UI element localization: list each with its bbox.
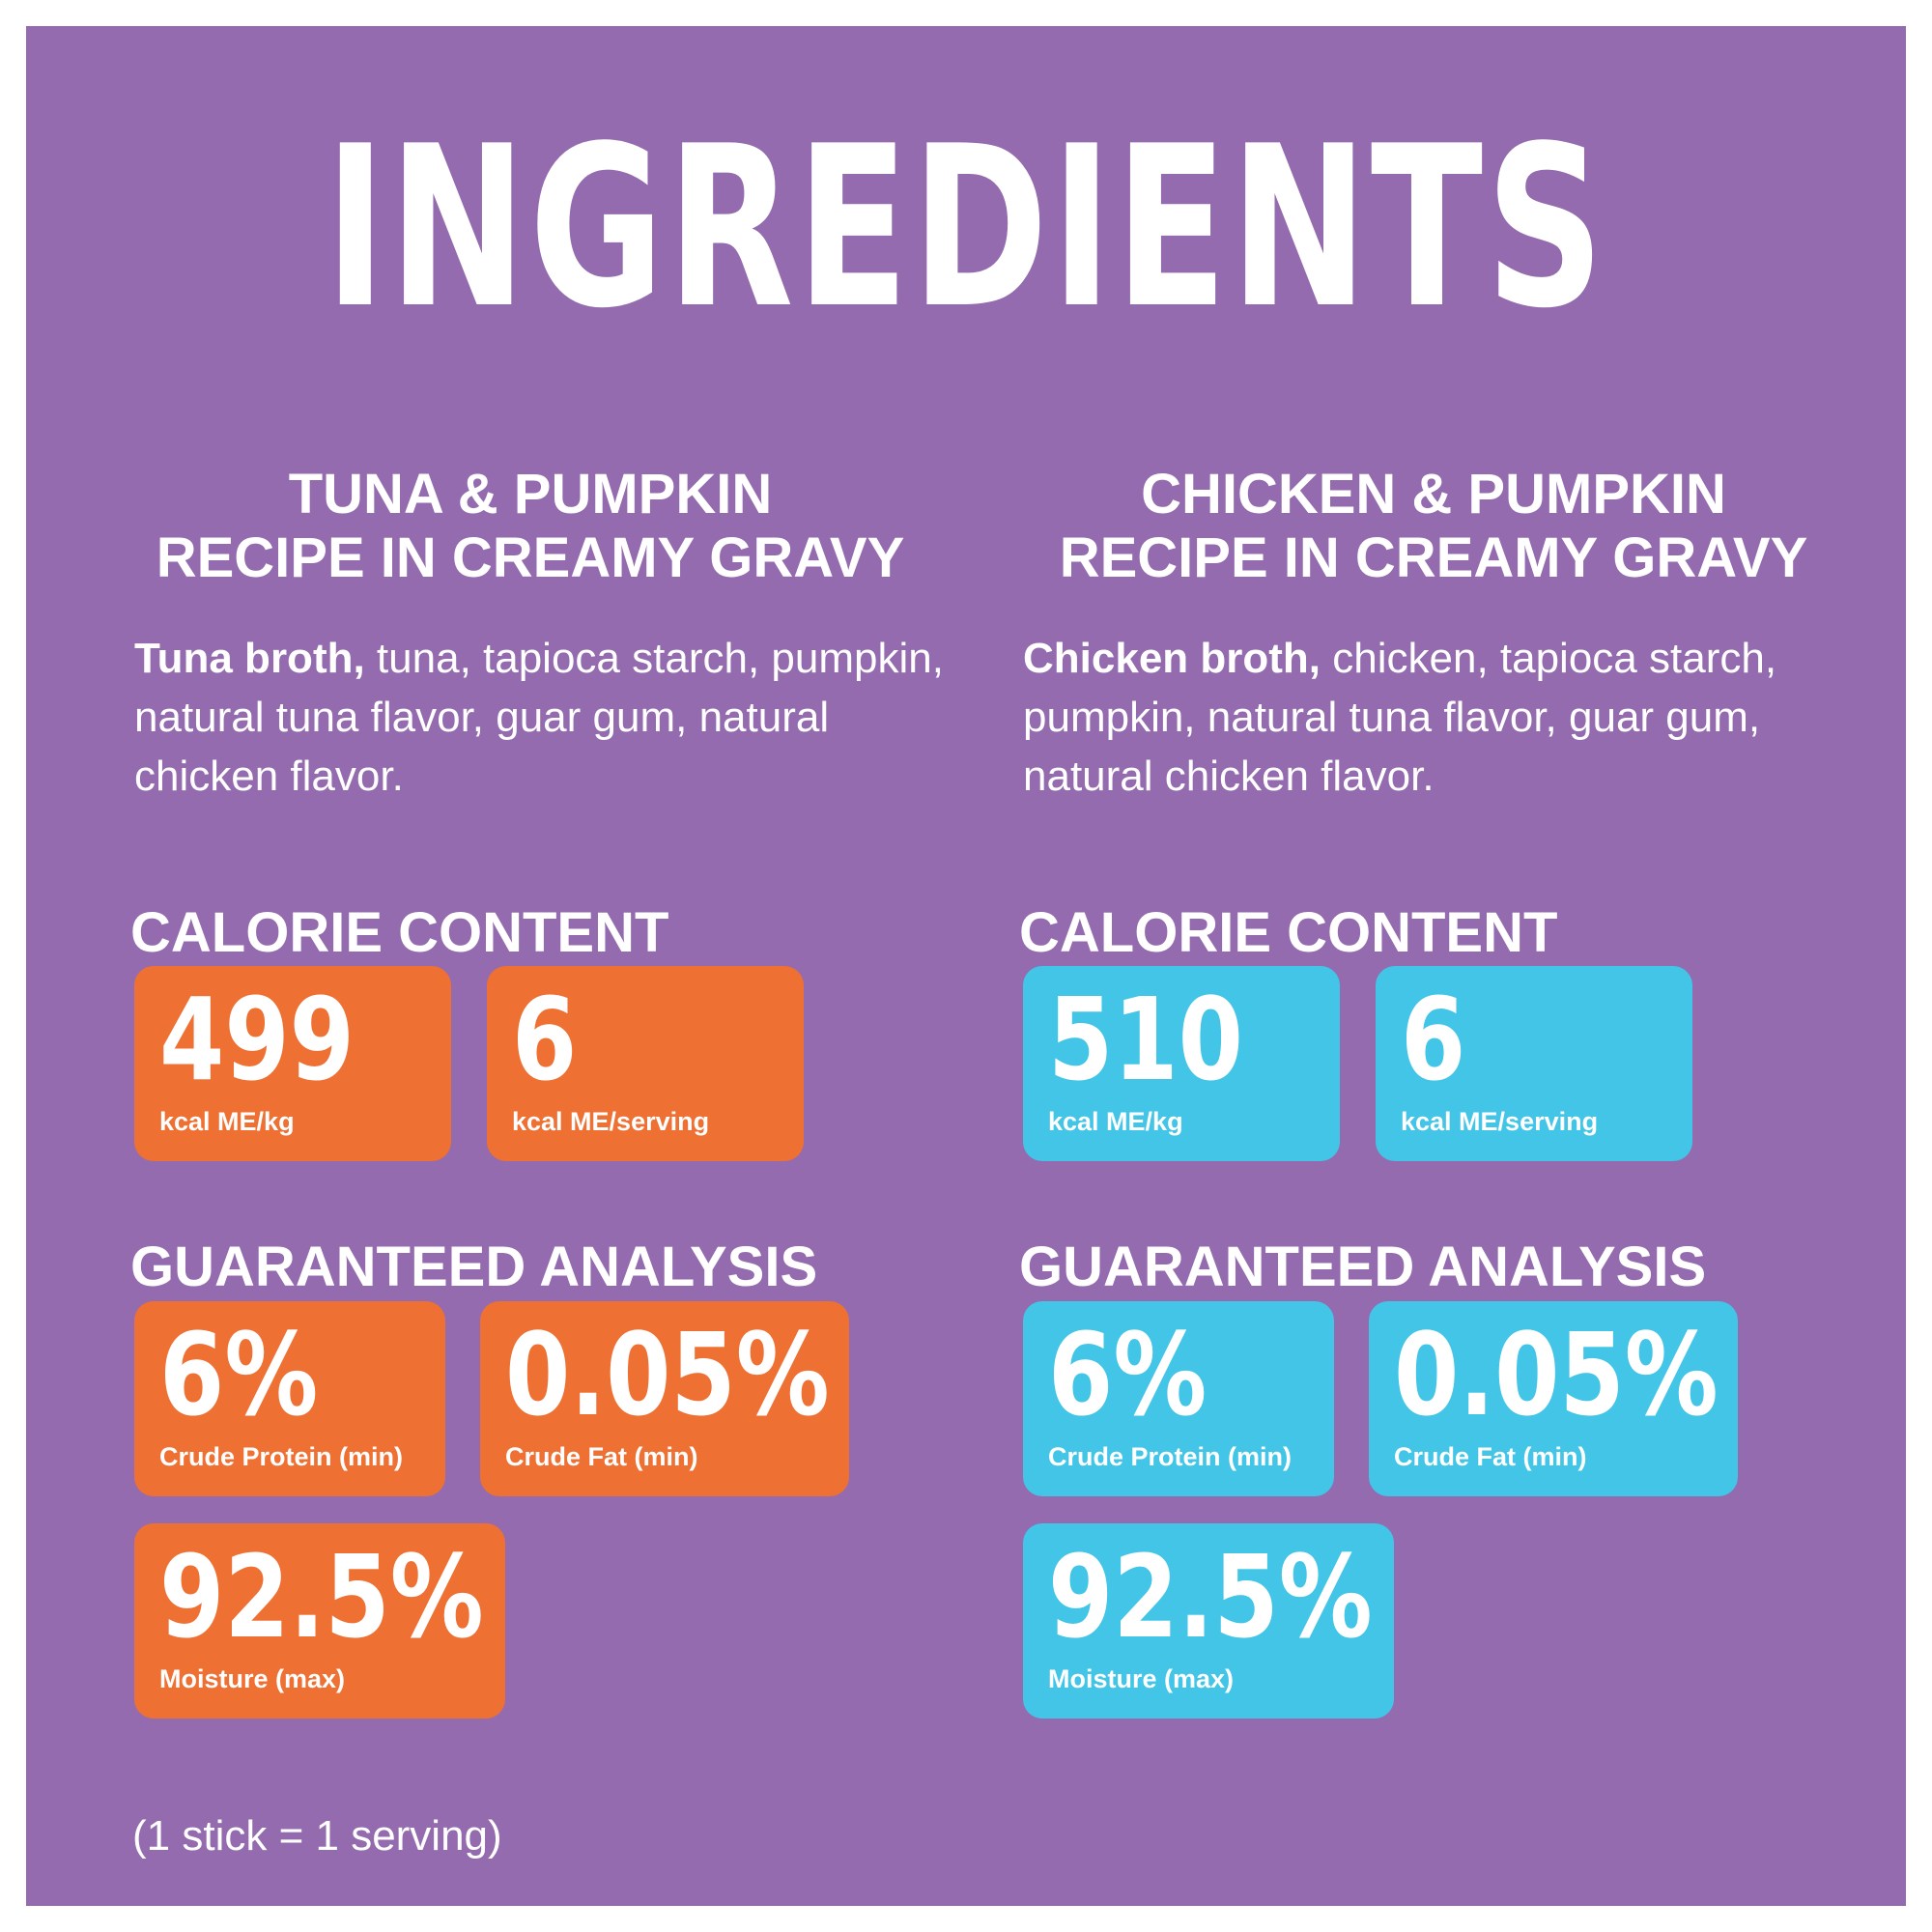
chicken-recipe-column: CHICKEN & PUMPKIN RECIPE IN CREAMY GRAVY… [994,26,1873,1906]
moisture-value: 92.5% [1048,1530,1373,1663]
ingredients-rest: chicken, tapioca starch, pumpkin, natura… [1023,635,1777,800]
crude-fat-tile: 0.05% Crude Fat (min) [1369,1301,1738,1496]
crude-fat-label: Crude Fat (min) [505,1442,698,1471]
calories-per-serving-value: 6 [1401,973,1466,1106]
calories-per-serving-label: kcal ME/serving [1401,1107,1599,1136]
ingredients-list: Chicken broth, chicken, tapioca starch, … [1023,629,1873,806]
calories-per-serving-value: 6 [512,973,578,1106]
guaranteed-analysis-heading: GUARANTEED ANALYSIS [130,1236,818,1298]
guaranteed-analysis-heading: GUARANTEED ANALYSIS [1019,1236,1707,1298]
crude-protein-label: Crude Protein (min) [1048,1442,1293,1471]
calories-per-serving-tile: 6 kcal ME/serving [487,966,804,1161]
recipe-title-line-2: RECIPE IN CREAMY GRAVY [156,526,905,589]
moisture-tile: 92.5% Moisture (max) [1023,1523,1394,1719]
crude-fat-tile: 0.05% Crude Fat (min) [480,1301,849,1496]
calories-per-serving-label: kcal ME/serving [512,1107,710,1136]
moisture-label: Moisture (max) [1048,1664,1235,1693]
recipe-title: TUNA & PUMPKIN RECIPE IN CREAMY GRAVY [105,463,955,590]
moisture-tile: 92.5% Moisture (max) [134,1523,505,1719]
crude-protein-tile: 6% Crude Protein (min) [134,1301,445,1496]
calories-per-kg-value: 510 [1048,973,1243,1106]
calorie-content-heading: CALORIE CONTENT [130,901,669,964]
recipe-title-line-2: RECIPE IN CREAMY GRAVY [1059,526,1808,589]
recipe-title-line-1: TUNA & PUMPKIN [288,463,773,526]
tuna-recipe-column: TUNA & PUMPKIN RECIPE IN CREAMY GRAVY Tu… [105,26,955,1906]
ingredients-list: Tuna broth, tuna, tapioca starch, pumpki… [134,629,984,806]
ingredients-first: Chicken broth, [1023,635,1321,682]
ingredients-panel: INGREDIENTS TUNA & PUMPKIN RECIPE IN CRE… [26,26,1906,1906]
calories-per-kg-label: kcal ME/kg [1048,1107,1183,1136]
calories-per-kg-label: kcal ME/kg [159,1107,295,1136]
recipe-title: CHICKEN & PUMPKIN RECIPE IN CREAMY GRAVY [994,463,1873,590]
crude-fat-label: Crude Fat (min) [1394,1442,1587,1471]
calorie-content-heading: CALORIE CONTENT [1019,901,1558,964]
ingredients-first: Tuna broth, [134,635,365,682]
calories-per-kg-value: 499 [159,973,355,1106]
calories-per-serving-tile: 6 kcal ME/serving [1376,966,1692,1161]
crude-fat-value: 0.05% [1394,1308,1719,1441]
crude-fat-value: 0.05% [505,1308,830,1441]
calories-per-kg-tile: 499 kcal ME/kg [134,966,451,1161]
crude-protein-label: Crude Protein (min) [159,1442,404,1471]
crude-protein-tile: 6% Crude Protein (min) [1023,1301,1334,1496]
ingredients-rest: tuna, tapioca starch, pumpkin, natural t… [134,635,944,800]
page-title: INGREDIENTS [325,99,1607,357]
moisture-value: 92.5% [159,1530,484,1663]
calories-per-kg-tile: 510 kcal ME/kg [1023,966,1340,1161]
crude-protein-value: 6% [159,1308,319,1441]
serving-footnote: (1 stick = 1 serving) [132,1812,502,1860]
moisture-label: Moisture (max) [159,1664,346,1693]
recipe-title-line-1: CHICKEN & PUMPKIN [1141,463,1726,526]
crude-protein-value: 6% [1048,1308,1208,1441]
